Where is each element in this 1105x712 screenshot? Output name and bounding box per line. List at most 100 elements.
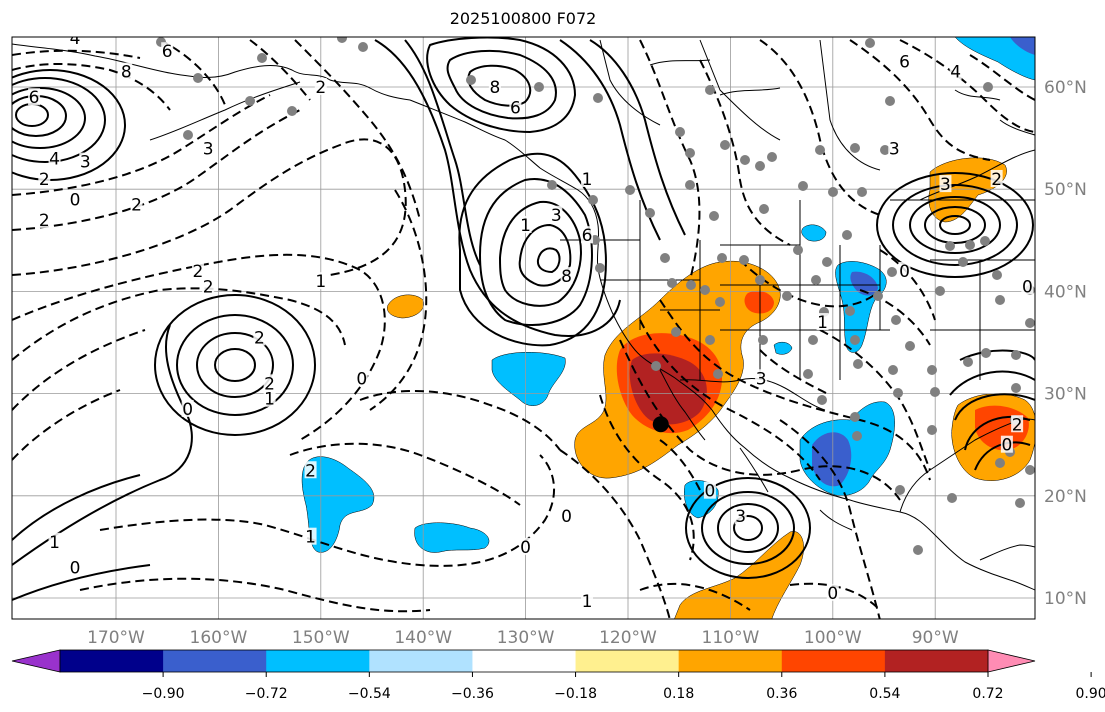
contour-label: 6 (582, 226, 593, 246)
colorbar-tick-label: −0.36 (451, 686, 494, 702)
contour-label: 2 (254, 328, 265, 348)
colorbar-segment (678, 650, 783, 672)
cool-anomaly-pacific-east (491, 351, 566, 406)
contour-label-bg (314, 272, 327, 290)
lat-tick-label: 30°N (1044, 385, 1087, 405)
contour-label-bg (581, 226, 594, 244)
contour-label-bg (755, 369, 768, 387)
colorbar-segment (60, 650, 164, 672)
contour-label-bg (181, 399, 194, 417)
lat-tick-label: 50°N (1044, 180, 1087, 200)
contour-label-bg (734, 507, 747, 525)
lon-tick-label: 100°W (804, 628, 862, 648)
contour-label-bg (1021, 277, 1034, 295)
colorbar-tick-label: 0.18 (663, 686, 694, 702)
lat-tick-label: 60°N (1044, 78, 1087, 98)
lon-tick-label: 170°W (87, 628, 145, 648)
lon-tick-label: 150°W (292, 628, 350, 648)
contour-label: 6 (29, 88, 40, 108)
contour-label-bg (519, 537, 532, 555)
contour-label: 0 (561, 507, 572, 527)
contour-label-bg (48, 532, 61, 550)
colorbar-tick-label: 0.54 (869, 686, 900, 702)
colorbar-tick-label: 0.90 (1076, 686, 1105, 702)
contour-label-bg (1011, 415, 1024, 433)
contour-label-bg (120, 62, 133, 80)
contour-label-bg (253, 328, 266, 346)
colorbar-segment (369, 650, 473, 672)
contour-label: 1 (49, 533, 60, 553)
contour-label-bg (581, 169, 594, 187)
colorbar-segment (472, 650, 577, 672)
colorbar-tick-label: 0.36 (766, 686, 797, 702)
contour-label-bg (519, 215, 532, 233)
contour-label-bg (202, 277, 215, 295)
contour-label-bg (581, 592, 594, 610)
contour-label: 6 (899, 52, 910, 72)
colorbar-tick-label: −0.90 (142, 686, 185, 702)
contour-label: 1 (264, 390, 275, 410)
contour-label: 0 (827, 584, 838, 604)
contour-label: 6 (510, 98, 521, 118)
contour-label: 2 (203, 277, 214, 297)
contour-label: 8 (561, 267, 572, 287)
latitude-axis: 60°N 50°N 40°N 30°N 20°N 10°N (1044, 78, 1087, 609)
contour-label-bg (355, 369, 368, 387)
colorbar-segment (575, 650, 680, 672)
contour-label: 0 (70, 190, 81, 210)
contour-label: 8 (489, 78, 500, 98)
colorbar-outline (59, 649, 989, 673)
contour-label: 3 (203, 139, 214, 159)
contour-label-bg (69, 558, 82, 576)
lon-tick-label: 140°W (394, 628, 452, 648)
contour-label: 2 (1012, 415, 1023, 435)
shaded-anomalies (301, 37, 1035, 619)
contour-label-bg (69, 37, 82, 46)
contour-label: 4 (49, 150, 60, 170)
colorbar-extend-low (11, 649, 61, 673)
lat-tick-label: 10°N (1044, 589, 1087, 609)
contour-label-bg (1000, 435, 1013, 453)
contour-label: 1 (582, 592, 593, 612)
colorbar-segment (266, 650, 370, 672)
contour-label-bg (191, 261, 204, 279)
contour-label: 1 (582, 170, 593, 190)
contour-label-bg (38, 210, 51, 228)
contour-label: 0 (705, 482, 716, 502)
contour-label-bg (202, 139, 215, 157)
colorbar-extend-high (987, 649, 1036, 673)
graticule-grid (12, 37, 1035, 619)
contour-label: 0 (356, 369, 367, 389)
lon-tick-label: 120°W (599, 628, 657, 648)
contour-label: 0 (899, 262, 910, 282)
contour-label-bg (703, 481, 716, 499)
longitude-axis: 170°W 160°W 150°W 140°W 130°W 120°W 110°W 100°W… (87, 628, 959, 648)
contour-label-bg (488, 78, 501, 95)
contour-label-bg (949, 62, 962, 80)
contour-label-bg (79, 152, 92, 170)
contour-label-bg (28, 88, 41, 106)
contour-label-bg (560, 507, 573, 525)
colorbar-segment (884, 650, 989, 672)
contour-label-bg (898, 261, 911, 279)
colorbar-tick-label: −0.72 (245, 686, 288, 702)
contour-label-bg (48, 149, 61, 167)
map-frame (11, 36, 1036, 620)
contour-label: 8 (121, 63, 132, 83)
contour-label-bg (550, 205, 563, 223)
contour-label-bg (69, 190, 82, 208)
contour-label: 2 (39, 170, 50, 190)
contour-label: 2 (193, 262, 204, 282)
contour-label-bg (263, 389, 276, 407)
colorbar-tick-label: 0.72 (972, 686, 1003, 702)
contour-label-bg (990, 169, 1003, 187)
contour-label: 2 (264, 374, 275, 394)
contour-label: 2 (305, 461, 316, 481)
contour-label: 4 (70, 29, 81, 49)
contour-label: 0 (182, 400, 193, 420)
lon-tick-label: 90°W (912, 628, 959, 648)
colorbar-segment (163, 650, 267, 672)
colorbar-tick-label: −0.54 (348, 686, 391, 702)
contour-label: 6 (162, 42, 173, 62)
